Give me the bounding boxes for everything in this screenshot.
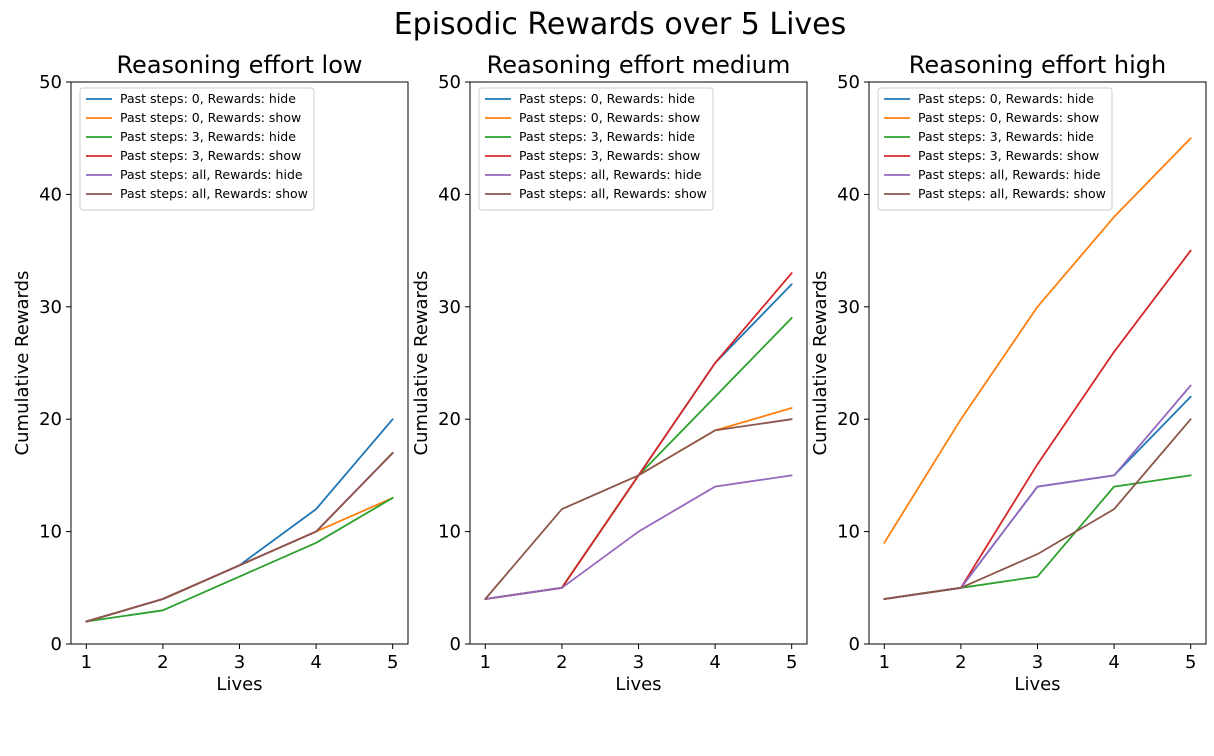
series-line-5: [883, 384, 1192, 600]
legend-label: Past steps: 3, Rewards: show: [918, 148, 1099, 163]
legend-label: Past steps: 0, Rewards: hide: [519, 91, 695, 106]
x-axis-label: Lives: [1014, 674, 1060, 695]
y-tick-label: 30: [438, 297, 461, 318]
legend-label: Past steps: all, Rewards: show: [519, 186, 707, 201]
y-tick-label: 20: [438, 409, 461, 430]
series-line-1: [883, 395, 1192, 600]
x-tick-label: 2: [955, 652, 966, 673]
y-tick-label: 40: [39, 184, 62, 205]
legend-box: [478, 87, 714, 211]
y-tick-label: 50: [438, 72, 461, 93]
y-tick-label: 0: [849, 634, 860, 655]
y-tick-label: 0: [450, 634, 461, 655]
y-tick-label: 30: [39, 297, 62, 318]
x-axis-label: Lives: [615, 674, 661, 695]
series-line-5: [85, 451, 394, 623]
figure-title: Episodic Rewards over 5 Lives: [394, 7, 847, 42]
x-tick-label: 4: [709, 652, 720, 673]
x-tick-label: 3: [234, 652, 245, 673]
series-line-5: [484, 474, 793, 600]
series-line-3: [484, 317, 793, 600]
legend-label: Past steps: all, Rewards: show: [918, 186, 1106, 201]
legend-label: Past steps: 3, Rewards: hide: [519, 129, 695, 144]
y-tick-label: 20: [39, 409, 62, 430]
x-axis-label: Lives: [216, 674, 262, 695]
legend-label: Past steps: 3, Rewards: show: [519, 148, 700, 163]
legend: Past steps: 0, Rewards: hide Past steps: …: [877, 87, 1113, 211]
legend-label: Past steps: 0, Rewards: hide: [918, 91, 1094, 106]
subplot-title: Reasoning effort medium: [487, 51, 791, 79]
x-tick-label: 3: [633, 652, 644, 673]
series-line-2: [883, 137, 1192, 544]
legend-label: Past steps: 0, Rewards: hide: [120, 91, 296, 106]
y-tick-label: 10: [438, 522, 461, 543]
series-line-2: [484, 407, 793, 600]
x-tick-label: 5: [387, 652, 398, 673]
legend-label: Past steps: all, Rewards: hide: [120, 167, 303, 182]
legend-label: Past steps: all, Rewards: hide: [918, 167, 1101, 182]
series-line-2: [85, 496, 394, 623]
legend-box: [79, 87, 315, 211]
legend-label: Past steps: 0, Rewards: show: [918, 110, 1099, 125]
y-tick-label: 10: [39, 522, 62, 543]
legend: Past steps: 0, Rewards: hide Past steps: …: [79, 87, 315, 211]
y-tick-label: 10: [837, 522, 860, 543]
x-tick-label: 3: [1032, 652, 1043, 673]
legend-label: Past steps: 0, Rewards: show: [519, 110, 700, 125]
legend-label: Past steps: all, Rewards: show: [120, 186, 308, 201]
x-tick-label: 1: [480, 652, 491, 673]
x-tick-label: 4: [310, 652, 321, 673]
x-tick-label: 5: [1185, 652, 1196, 673]
series-line-1: [85, 418, 394, 623]
y-tick-label: 40: [438, 184, 461, 205]
legend-label: Past steps: 3, Rewards: hide: [918, 129, 1094, 144]
series-line-6: [85, 451, 394, 623]
series-line-4: [484, 272, 793, 600]
subplot-title: Reasoning effort high: [909, 51, 1166, 79]
x-tick-label: 4: [1108, 652, 1119, 673]
y-tick-label: 20: [837, 409, 860, 430]
x-tick-label: 2: [556, 652, 567, 673]
legend-label: Past steps: 0, Rewards: show: [120, 110, 301, 125]
legend-label: Past steps: 3, Rewards: show: [120, 148, 301, 163]
legend-box: [877, 87, 1113, 211]
y-tick-label: 50: [39, 72, 62, 93]
series-line-6: [883, 418, 1192, 600]
x-tick-label: 1: [81, 652, 92, 673]
y-axis-label: Cumulative Rewards: [810, 271, 831, 456]
y-axis-label: Cumulative Rewards: [411, 271, 432, 456]
series-line-3: [883, 474, 1192, 600]
legend-label: Past steps: all, Rewards: hide: [519, 167, 702, 182]
x-tick-label: 1: [879, 652, 890, 673]
y-tick-label: 40: [837, 184, 860, 205]
series-line-4: [85, 451, 394, 623]
series-line-4: [883, 249, 1192, 600]
series-line-6: [484, 418, 793, 600]
legend-label: Past steps: 3, Rewards: hide: [120, 129, 296, 144]
subplot-title: Reasoning effort low: [116, 51, 362, 79]
series-line-1: [484, 283, 793, 600]
y-axis-label: Cumulative Rewards: [12, 271, 33, 456]
legend: Past steps: 0, Rewards: hide Past steps: …: [478, 87, 714, 211]
y-tick-label: 50: [837, 72, 860, 93]
y-tick-label: 30: [837, 297, 860, 318]
x-tick-label: 2: [157, 652, 168, 673]
series-line-3: [85, 496, 394, 623]
x-tick-label: 5: [786, 652, 797, 673]
y-tick-label: 0: [51, 634, 62, 655]
